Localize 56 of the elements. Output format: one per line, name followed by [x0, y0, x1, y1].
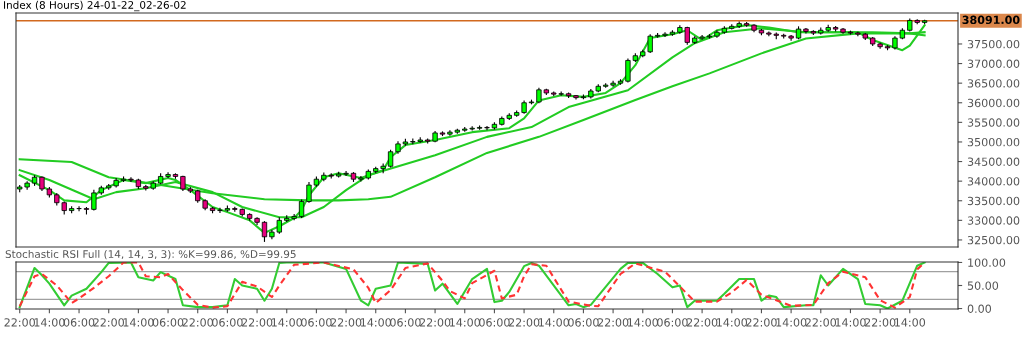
x-tick-label: 06:00	[390, 318, 421, 327]
x-tick-label: 22:00	[182, 318, 213, 327]
chart-title: Stochastic RSI Full (14, 14, 3, 3): %K=99.86, %D=99.95	[5, 249, 296, 260]
x-tick-label: 14:00	[538, 318, 570, 327]
y-tick-label: 36500.00	[967, 79, 1020, 88]
x-tick-label: 06:00	[152, 318, 184, 327]
x-tick-label: 14:00	[627, 318, 659, 327]
x-tick-label: 22:00	[419, 318, 451, 327]
x-tick-label: 14:00	[34, 318, 65, 327]
x-tick-label: 14:00	[716, 318, 748, 327]
x-tick-label: 22:00	[597, 318, 629, 327]
x-tick-label: 06:00	[568, 318, 599, 327]
y-tick-label: 36000.00	[967, 98, 1020, 108]
x-tick-label: 14:00	[360, 318, 392, 327]
x-tick-label: 22:00	[864, 318, 896, 327]
x-tick-label: 06:00	[657, 318, 688, 327]
x-tick-label: 14:00	[895, 318, 926, 327]
x-tick-label: 22:00	[330, 318, 362, 327]
y-tick-label: 34000.00	[967, 177, 1020, 186]
line-series	[18, 262, 926, 309]
candlestick	[261, 220, 268, 243]
x-tick-label: 22:00	[241, 318, 273, 327]
y-tick-label: 33500.00	[967, 196, 1020, 206]
y-tick-label: 50.00	[967, 281, 999, 290]
x-tick-label: 22:00	[746, 318, 777, 327]
y-tick-label: 35000.00	[967, 137, 1020, 147]
x-tick-label: 22:00	[508, 318, 540, 327]
candlestick	[662, 31, 668, 38]
x-tick-label: 22:00	[4, 318, 35, 327]
x-tick-label: 14:00	[123, 318, 154, 327]
x-tick-label: 14:00	[271, 318, 302, 327]
y-tick-label: 37500.00	[967, 39, 1020, 49]
x-tick-label: 22:00	[805, 318, 837, 327]
y-tick-label: 0.00	[967, 304, 992, 313]
y-tick-label: 100.00	[968, 258, 1006, 267]
candlestick	[306, 181, 312, 204]
chart-title: Index (8 Hours) 24-01-22_02-26-02	[4, 0, 186, 12]
y-tick-label: 37000.00	[967, 59, 1020, 68]
x-tick-label: 22:00	[93, 318, 124, 327]
candlestick	[298, 199, 305, 219]
x-tick-label: 06:00	[479, 318, 510, 327]
y-tick-label: 35500.00	[967, 118, 1020, 127]
y-tick-label: 34500.00	[967, 157, 1020, 166]
candlestick	[484, 125, 490, 131]
x-tick-label: 22:00	[686, 318, 718, 327]
candlestick	[128, 176, 134, 183]
x-tick-label: 06:00	[212, 318, 243, 327]
x-tick-label: 06:00	[63, 318, 95, 327]
ref-line-label: 38091.00	[962, 15, 1020, 25]
x-tick-label: 14:00	[776, 318, 807, 327]
candlestick	[217, 207, 223, 214]
x-tick-label: 14:00	[449, 318, 481, 327]
x-tick-label: 14:00	[835, 318, 866, 327]
y-tick-label: 33000.00	[967, 216, 1020, 225]
x-tick-label: 06:00	[301, 318, 332, 327]
y-tick-label: 32500.00	[967, 235, 1020, 245]
